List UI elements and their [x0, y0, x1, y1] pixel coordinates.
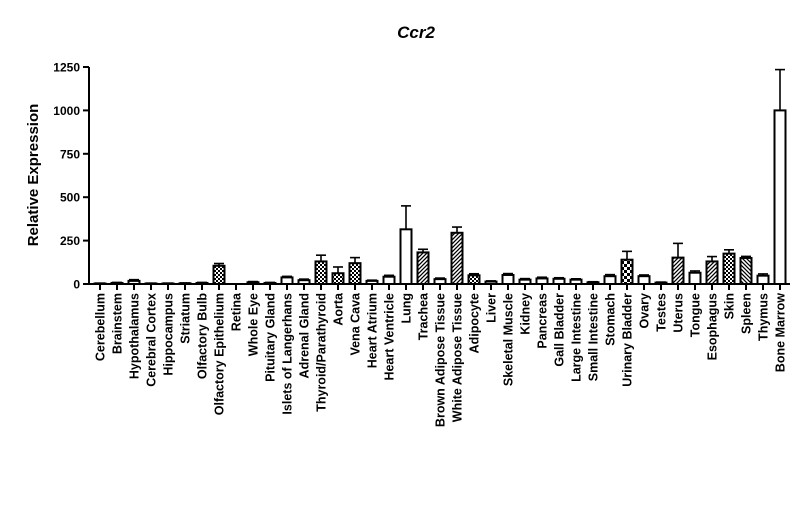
x-tick-label: Pituitary Gland: [264, 293, 278, 382]
x-tick-labels: Cerebellum Brainstem Hypothalamus Cerebral …: [94, 292, 788, 427]
y-tick-label: 250: [60, 234, 80, 248]
y-axis-title: Relative Expression: [25, 104, 42, 247]
bar: [637, 275, 651, 285]
x-tick-label: Urinary Bladder: [621, 293, 635, 387]
bar: [671, 256, 685, 285]
x-tick-label: Hypothalamus: [128, 293, 142, 379]
x-tick-label: Aorta: [332, 292, 346, 326]
y-tick-label: 1250: [53, 61, 80, 75]
bar: [314, 260, 328, 286]
x-tick-label: Trachea: [417, 292, 431, 340]
x-tick-label: Islets of Langerhans: [281, 293, 295, 415]
bars: [93, 68, 787, 286]
x-tick-label: Whole Eye: [247, 293, 261, 356]
x-tick-label: Adipocyte: [468, 293, 482, 353]
x-tick-label: Spleen: [740, 293, 754, 334]
bar: [756, 274, 770, 286]
y-axis: 0 250 500 750 1000 1250: [53, 61, 90, 292]
bar: [433, 278, 447, 285]
bar: [535, 277, 549, 285]
bar: [722, 252, 736, 285]
x-tick-label: Olfactory Epithelium: [213, 293, 227, 415]
x-tick-label: Small Intestine: [587, 293, 601, 381]
x-tick-label: Heart Atrium: [366, 293, 380, 368]
bar: [450, 231, 464, 285]
y-tick-label: 500: [60, 191, 80, 205]
x-tick-label: Cerebellum: [94, 293, 108, 361]
x-tick-label: Heart Ventricle: [383, 293, 397, 381]
bar: [399, 228, 413, 285]
bar: [382, 275, 396, 286]
x-tick-label: Pancreas: [536, 293, 550, 349]
y-tick-label: 750: [60, 147, 80, 161]
bar: [739, 256, 753, 285]
bar: [365, 279, 379, 286]
x-tick-label: Uterus: [672, 293, 686, 333]
bar: [348, 262, 362, 285]
x-tick-label: Lung: [400, 293, 414, 324]
bar: [501, 273, 515, 286]
bar: [773, 109, 787, 286]
x-tick-label: Olfactory Bulb: [196, 293, 210, 379]
x-tick-label: Cerebral Cortex: [145, 293, 159, 387]
bar: [246, 281, 260, 286]
bar: [620, 258, 634, 286]
bar: [705, 260, 719, 286]
x-tick-label: Retina: [230, 292, 244, 331]
bar: [552, 277, 566, 285]
x-tick-label: Stomach: [604, 293, 618, 346]
bar: [688, 271, 702, 286]
x-tick-label: Tongue: [689, 293, 703, 337]
y-tick-label: 1000: [53, 104, 80, 118]
x-tick-label: Skin: [723, 293, 737, 319]
x-tick-label: Esophagus: [706, 293, 720, 360]
x-tick-label: Liver: [485, 293, 499, 323]
x-tick-label: Gall Bladder: [553, 293, 567, 367]
x-tick-label: Bone Marrow: [774, 293, 788, 372]
bar: [280, 276, 294, 285]
x-tick-label: White Adipose Tissue: [451, 293, 465, 422]
x-tick-label: Kidney: [519, 293, 533, 335]
x-tick-label: Adrenal Gland: [298, 293, 312, 378]
x-tick-label: Thyroid/Parathyroid: [315, 293, 329, 412]
bar: [212, 264, 226, 286]
bar: [467, 274, 481, 286]
x-tick-label: Striatum: [179, 293, 193, 344]
bar: [569, 278, 583, 286]
bar: [297, 279, 311, 285]
x-tick-label: Brainstem: [111, 293, 125, 354]
bar: [127, 279, 141, 286]
x-tick-label: Large Intestine: [570, 293, 584, 382]
x-tick-label: Thymus: [757, 293, 771, 341]
bar: [331, 272, 345, 285]
bar: [603, 275, 617, 285]
x-tick-label: Ovary: [638, 293, 652, 328]
x-tick-label: Testes: [655, 293, 669, 332]
y-tick-label: 0: [73, 278, 80, 292]
bar: [484, 280, 498, 286]
chart-title: Ccr2: [397, 23, 435, 42]
bar: [416, 251, 430, 285]
x-tick-label: Vena Cava: [349, 292, 363, 356]
x-tick-label: Brown Adipose Tissue: [434, 293, 448, 427]
x-tick-label: Hippocampus: [162, 293, 176, 376]
bar: [518, 278, 532, 286]
x-tick-label: Skeletal Muscle: [502, 293, 516, 386]
